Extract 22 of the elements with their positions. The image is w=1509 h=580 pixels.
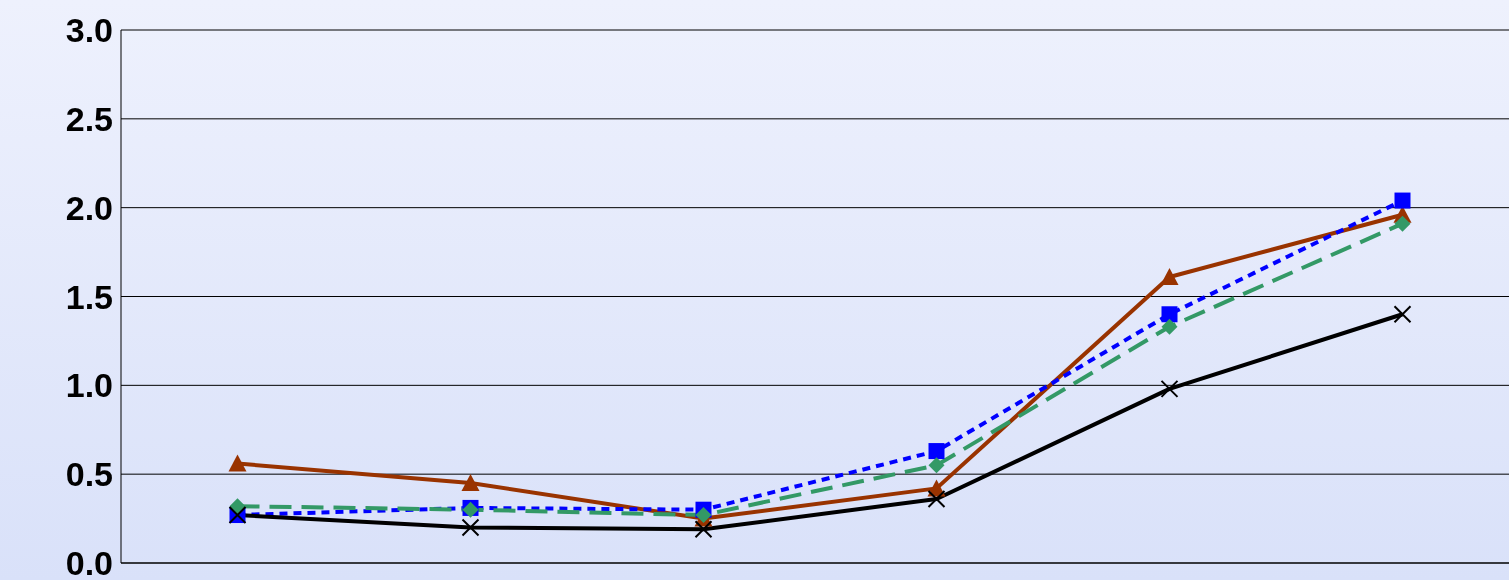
y-tick-label: 1.5	[65, 277, 113, 316]
point	[1393, 305, 1412, 324]
y-tick-label: 0.0	[65, 544, 113, 580]
point	[228, 454, 247, 472]
point	[461, 518, 480, 537]
point	[928, 457, 945, 474]
point	[927, 490, 946, 509]
point	[461, 474, 480, 492]
point	[1394, 215, 1411, 232]
y-tick-label: 2.5	[65, 99, 113, 138]
point	[1160, 267, 1179, 285]
point	[229, 498, 246, 515]
y-tick-label: 0.5	[65, 455, 113, 494]
y-tick-label: 3.0	[65, 11, 113, 50]
point	[694, 520, 713, 539]
y-tick-label: 2.0	[65, 188, 113, 227]
point	[1161, 318, 1178, 335]
point	[1394, 192, 1411, 209]
point	[928, 443, 945, 460]
point	[1161, 306, 1178, 323]
y-tick-label: 1.0	[65, 366, 113, 405]
point	[1160, 379, 1179, 398]
